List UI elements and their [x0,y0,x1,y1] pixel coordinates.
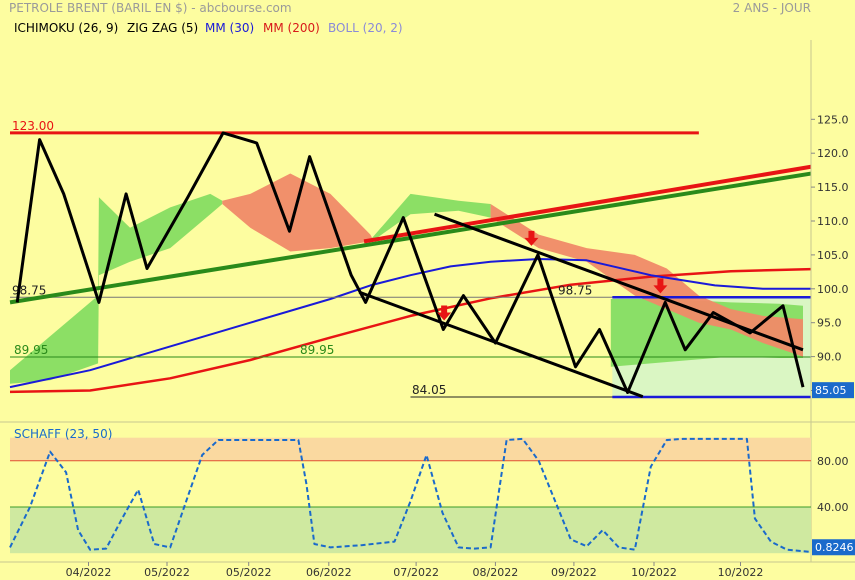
x-tick-label: 09/2022 [551,566,597,579]
y-tick-label: 120.0 [817,147,849,160]
price-axis-layer: 85.090.095.0100.0105.0110.0115.0120.0125… [810,40,854,562]
legend-boll[interactable]: BOLL (20, 2) [328,21,403,35]
ichimoku-cloud-bear [222,173,373,252]
chart-title: PETROLE BRENT (BARIL EN $) - abcbourse.c… [9,1,292,15]
mm30-line [9,258,811,389]
x-tick-label: 05/2022 [226,566,272,579]
zigzag-line [15,131,805,394]
x-tick-label: 08/2022 [473,566,519,579]
signal-arrow-icon [524,230,539,246]
y-tick-label: 105.0 [817,249,849,262]
x-tick-label: 10/2022 [631,566,677,579]
x-tick-label: 06/2022 [306,566,352,579]
oversold-zone [10,507,811,554]
schaff-value-label: 0.8246 [815,541,854,554]
signal-arrow-icon [653,278,668,294]
resistance-trend-line [363,164,812,244]
x-tick-label: 10/2022 [718,566,764,579]
legend-ichimoku[interactable]: ICHIMOKU (26, 9) [14,21,119,35]
ichimoku-cloud-bull [372,193,491,242]
schaff-label: SCHAFF (23, 50) [14,427,112,441]
price-level-label: 89.95 [14,343,48,357]
schaff-value-box [812,539,855,556]
y-tick-label: 90.0 [817,351,842,364]
schaff-line [9,437,812,553]
schaff-level-label: 40.00 [817,501,849,514]
legend-mm200[interactable]: MM (200) [263,21,320,35]
y-tick-label: 110.0 [817,215,849,228]
mm200-line [9,267,812,394]
x-tick-label: 07/2022 [393,566,439,579]
signal-arrow-icon [437,305,452,321]
date-axis-layer: 04/2022 05/2022 05/2022 06/2022 07/2022 08/20… [0,561,855,579]
legend-mm30[interactable]: MM (30) [205,21,255,35]
price-level-label: 123.00 [12,119,54,133]
moving-average-layer [9,258,812,394]
zigzag-layer [15,131,805,394]
y-tick-label: 125.0 [817,113,849,126]
downtrend-lower-line [358,290,644,399]
schaff-level-label: 80.00 [817,455,849,468]
ichimoku-cloud-bull [10,193,223,384]
overbought-zone [10,437,811,461]
last-price-box [812,382,854,399]
price-level-label: 89.95 [300,343,334,357]
y-tick-label: 95.0 [817,317,842,330]
x-tick-label: 05/2022 [144,566,190,579]
period-label[interactable]: 2 ANS - JOUR [732,1,811,15]
legend-zigzag[interactable]: ZIG ZAG (5) [127,21,199,35]
y-tick-label: 100.0 [817,283,849,296]
last-price-label: 85.05 [815,384,847,397]
price-level-label: 98.75 [558,283,592,297]
x-tick-label: 04/2022 [66,566,112,579]
schaff-panel: 80.00 40.00 SCHAFF (23, 50) 0.8246 [0,421,855,556]
y-tick-label: 115.0 [817,181,849,194]
price-level-label: 84.05 [412,383,446,397]
